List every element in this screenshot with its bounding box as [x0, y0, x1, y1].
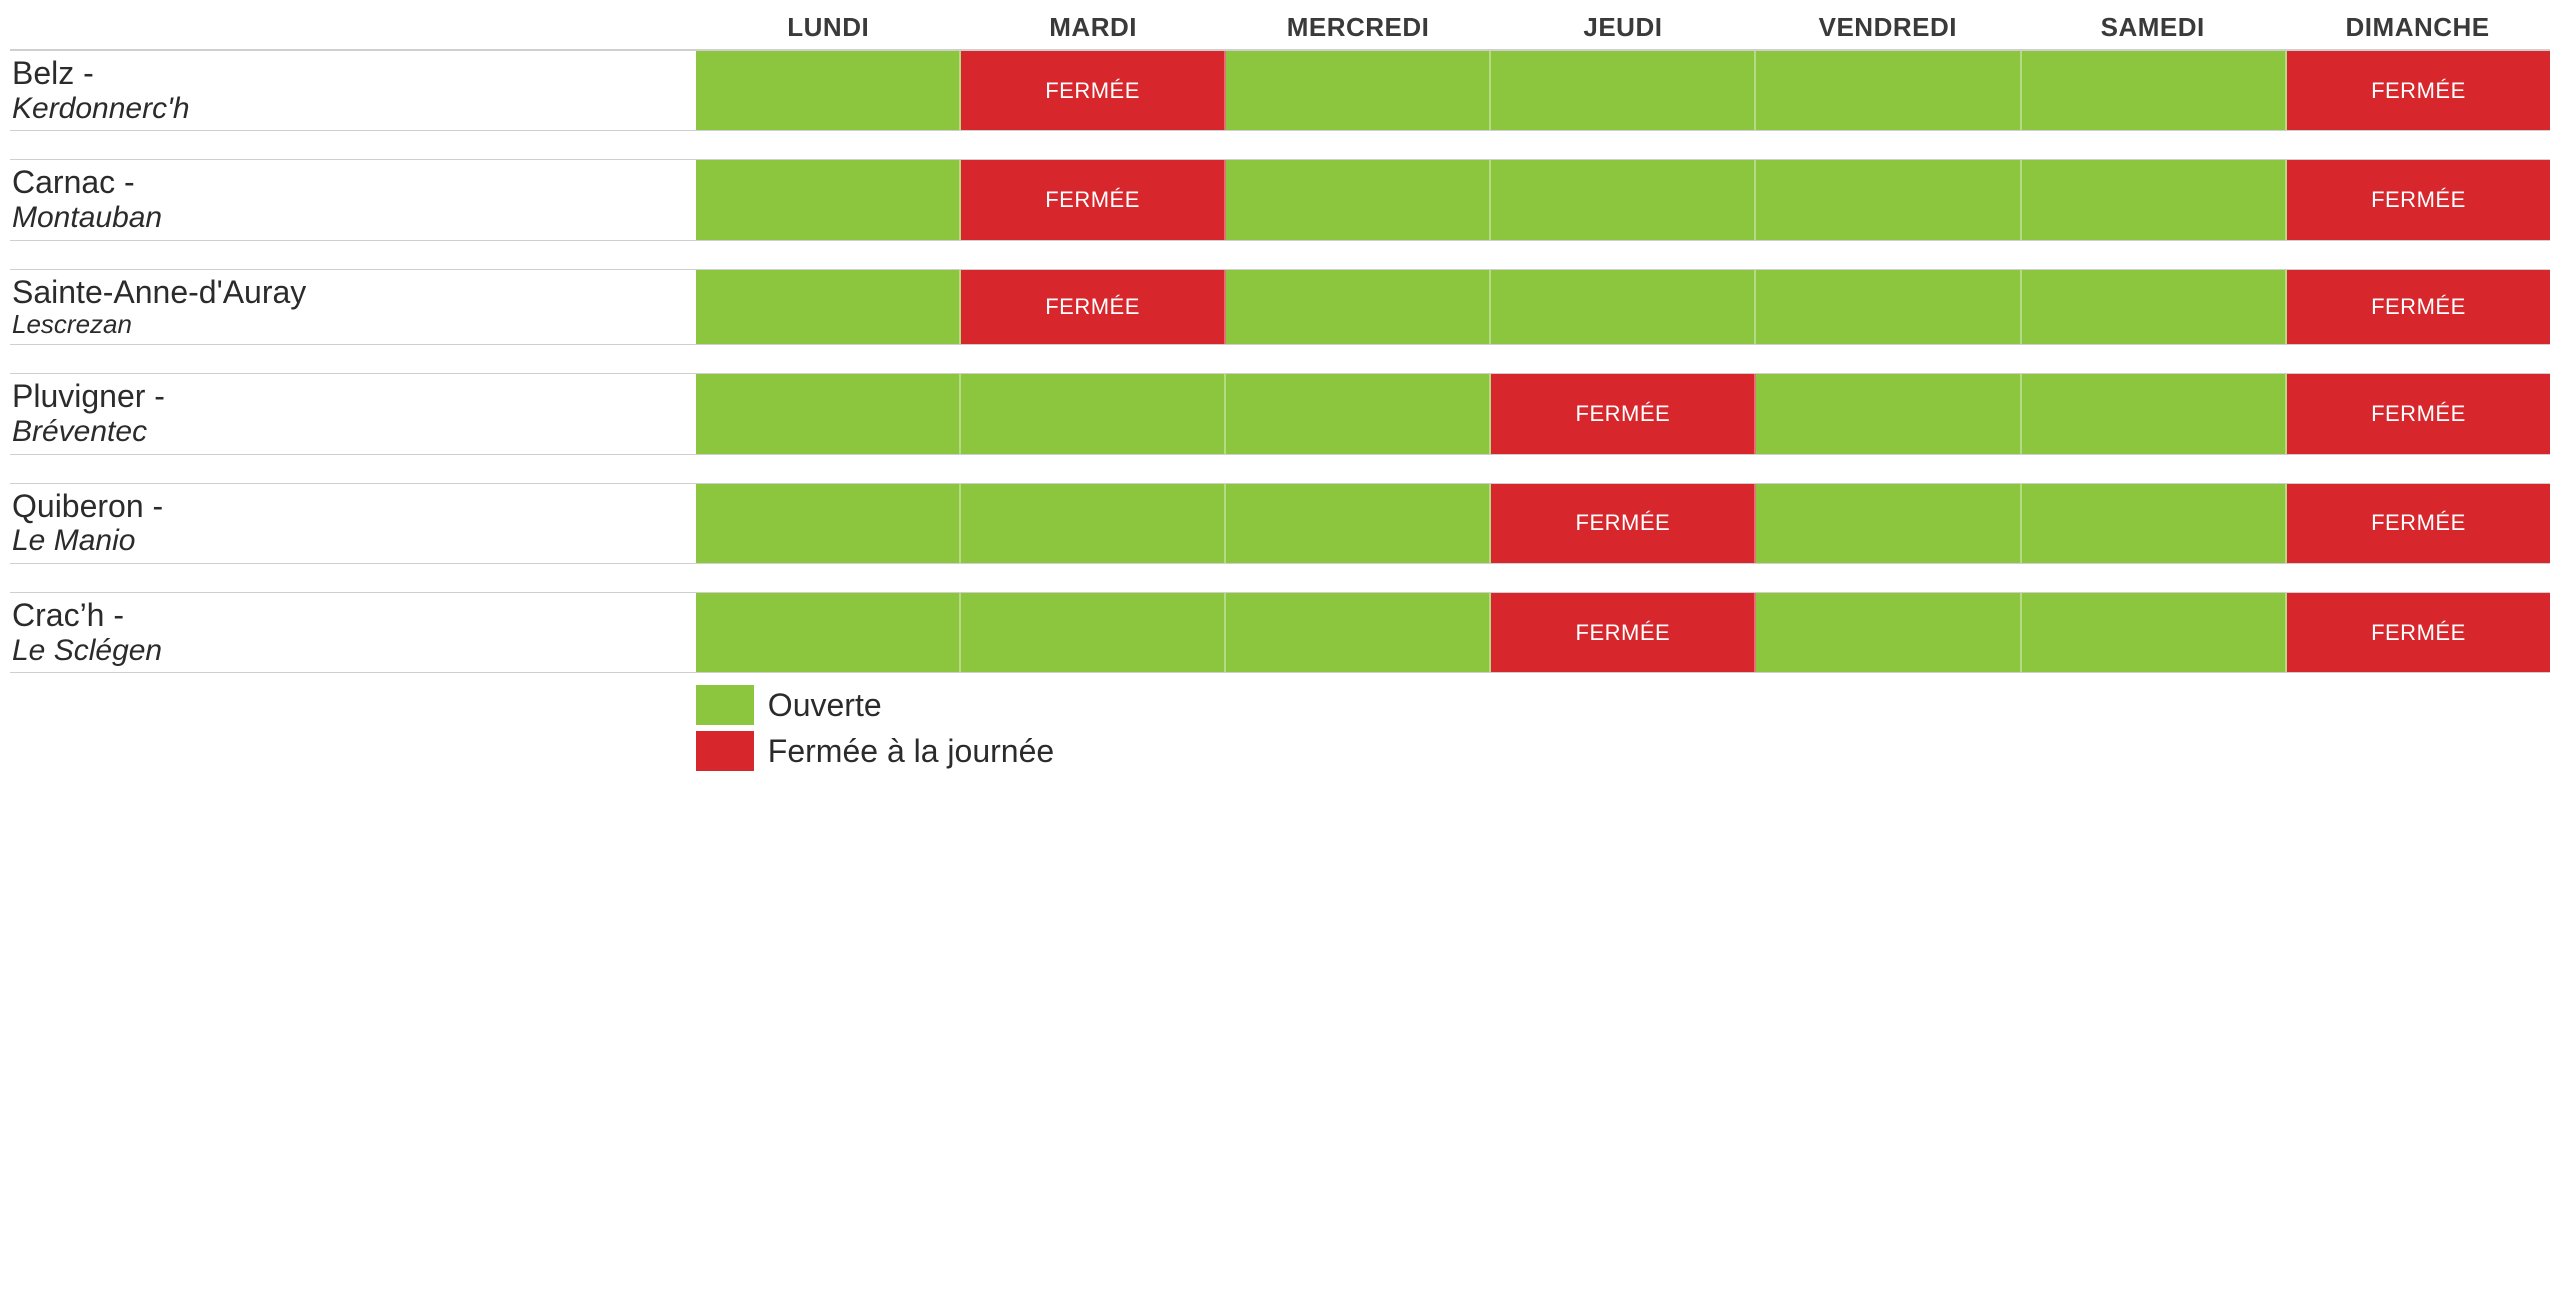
cell-open: [961, 593, 1226, 672]
cell-open: [696, 270, 961, 345]
cell-open: [1756, 270, 2021, 345]
cell-closed: FERMÉE: [2287, 270, 2550, 345]
cell-open: [1756, 593, 2021, 672]
days-header: LUNDIMARDIMERCREDIJEUDIVENDREDISAMEDIDIM…: [696, 10, 2550, 49]
schedule-row: Pluvigner - Bréventec FERMÉE FERMÉE: [10, 373, 2550, 454]
day-header: DIMANCHE: [2285, 10, 2550, 49]
day-cells: FERMÉE FERMÉE: [696, 51, 2550, 130]
header-label-spacer: [10, 10, 696, 49]
cell-closed: FERMÉE: [2287, 160, 2550, 239]
cell-open: [1226, 160, 1491, 239]
legend-swatch-open: [696, 685, 754, 725]
location-label: Belz - Kerdonnerc'h: [10, 51, 696, 130]
cell-open: [1226, 51, 1491, 130]
day-header: LUNDI: [696, 10, 961, 49]
cell-open: [696, 51, 961, 130]
cell-open: [2022, 51, 2287, 130]
cell-closed: FERMÉE: [2287, 51, 2550, 130]
cell-open: [1491, 51, 1756, 130]
cell-open: [1226, 484, 1491, 563]
cell-open: [1491, 160, 1756, 239]
location-label: Quiberon - Le Manio: [10, 484, 696, 563]
cell-closed: FERMÉE: [961, 51, 1226, 130]
cell-open: [696, 160, 961, 239]
day-header: MERCREDI: [1226, 10, 1491, 49]
cell-open: [1491, 270, 1756, 345]
cell-closed: FERMÉE: [2287, 374, 2550, 453]
cell-open: [696, 484, 961, 563]
cell-open: [1756, 484, 2021, 563]
day-cells: FERMÉE FERMÉE: [696, 593, 2550, 672]
legend-item-closed: Fermée à la journée: [696, 731, 2550, 771]
day-cells: FERMÉE FERMÉE: [696, 270, 2550, 345]
day-header: JEUDI: [1490, 10, 1755, 49]
schedule-row: Belz - Kerdonnerc'h FERMÉE FERMÉE: [10, 50, 2550, 131]
legend-swatch-closed: [696, 731, 754, 771]
legend-label-closed: Fermée à la journée: [768, 733, 1054, 770]
cell-open: [1756, 160, 2021, 239]
location-label: Pluvigner - Bréventec: [10, 374, 696, 453]
day-cells: FERMÉE FERMÉE: [696, 484, 2550, 563]
cell-open: [1226, 374, 1491, 453]
cell-open: [961, 374, 1226, 453]
schedule-row: Quiberon - Le Manio FERMÉE FERMÉE: [10, 483, 2550, 564]
cell-open: [2022, 270, 2287, 345]
cell-closed: FERMÉE: [1491, 484, 1756, 563]
cell-open: [1226, 593, 1491, 672]
schedule-table: LUNDIMARDIMERCREDIJEUDIVENDREDISAMEDIDIM…: [10, 10, 2550, 673]
legend: Ouverte Fermée à la journée: [696, 685, 2550, 771]
day-cells: FERMÉE FERMÉE: [696, 160, 2550, 239]
legend-item-open: Ouverte: [696, 685, 2550, 725]
cell-open: [2022, 374, 2287, 453]
cell-open: [1756, 374, 2021, 453]
location-label: Carnac - Montauban: [10, 160, 696, 239]
day-cells: FERMÉE FERMÉE: [696, 374, 2550, 453]
cell-closed: FERMÉE: [1491, 593, 1756, 672]
header-row: LUNDIMARDIMERCREDIJEUDIVENDREDISAMEDIDIM…: [10, 10, 2550, 50]
cell-open: [961, 484, 1226, 563]
cell-open: [696, 593, 961, 672]
day-header: VENDREDI: [1755, 10, 2020, 49]
cell-closed: FERMÉE: [2287, 593, 2550, 672]
legend-label-open: Ouverte: [768, 687, 882, 724]
cell-closed: FERMÉE: [961, 160, 1226, 239]
cell-open: [2022, 593, 2287, 672]
location-label: Crac’h - Le Sclégen: [10, 593, 696, 672]
cell-open: [2022, 160, 2287, 239]
location-label: Sainte-Anne-d'AurayLescrezan: [10, 270, 696, 345]
cell-open: [1756, 51, 2021, 130]
schedule-row: Sainte-Anne-d'AurayLescrezan FERMÉE FERMÉE: [10, 269, 2550, 346]
cell-open: [1226, 270, 1491, 345]
schedule-row: Crac’h - Le Sclégen FERMÉE FERMÉE: [10, 592, 2550, 673]
cell-open: [2022, 484, 2287, 563]
cell-closed: FERMÉE: [1491, 374, 1756, 453]
schedule-row: Carnac - Montauban FERMÉE FERMÉE: [10, 159, 2550, 240]
cell-open: [696, 374, 961, 453]
cell-closed: FERMÉE: [961, 270, 1226, 345]
cell-closed: FERMÉE: [2287, 484, 2550, 563]
day-header: SAMEDI: [2020, 10, 2285, 49]
day-header: MARDI: [961, 10, 1226, 49]
